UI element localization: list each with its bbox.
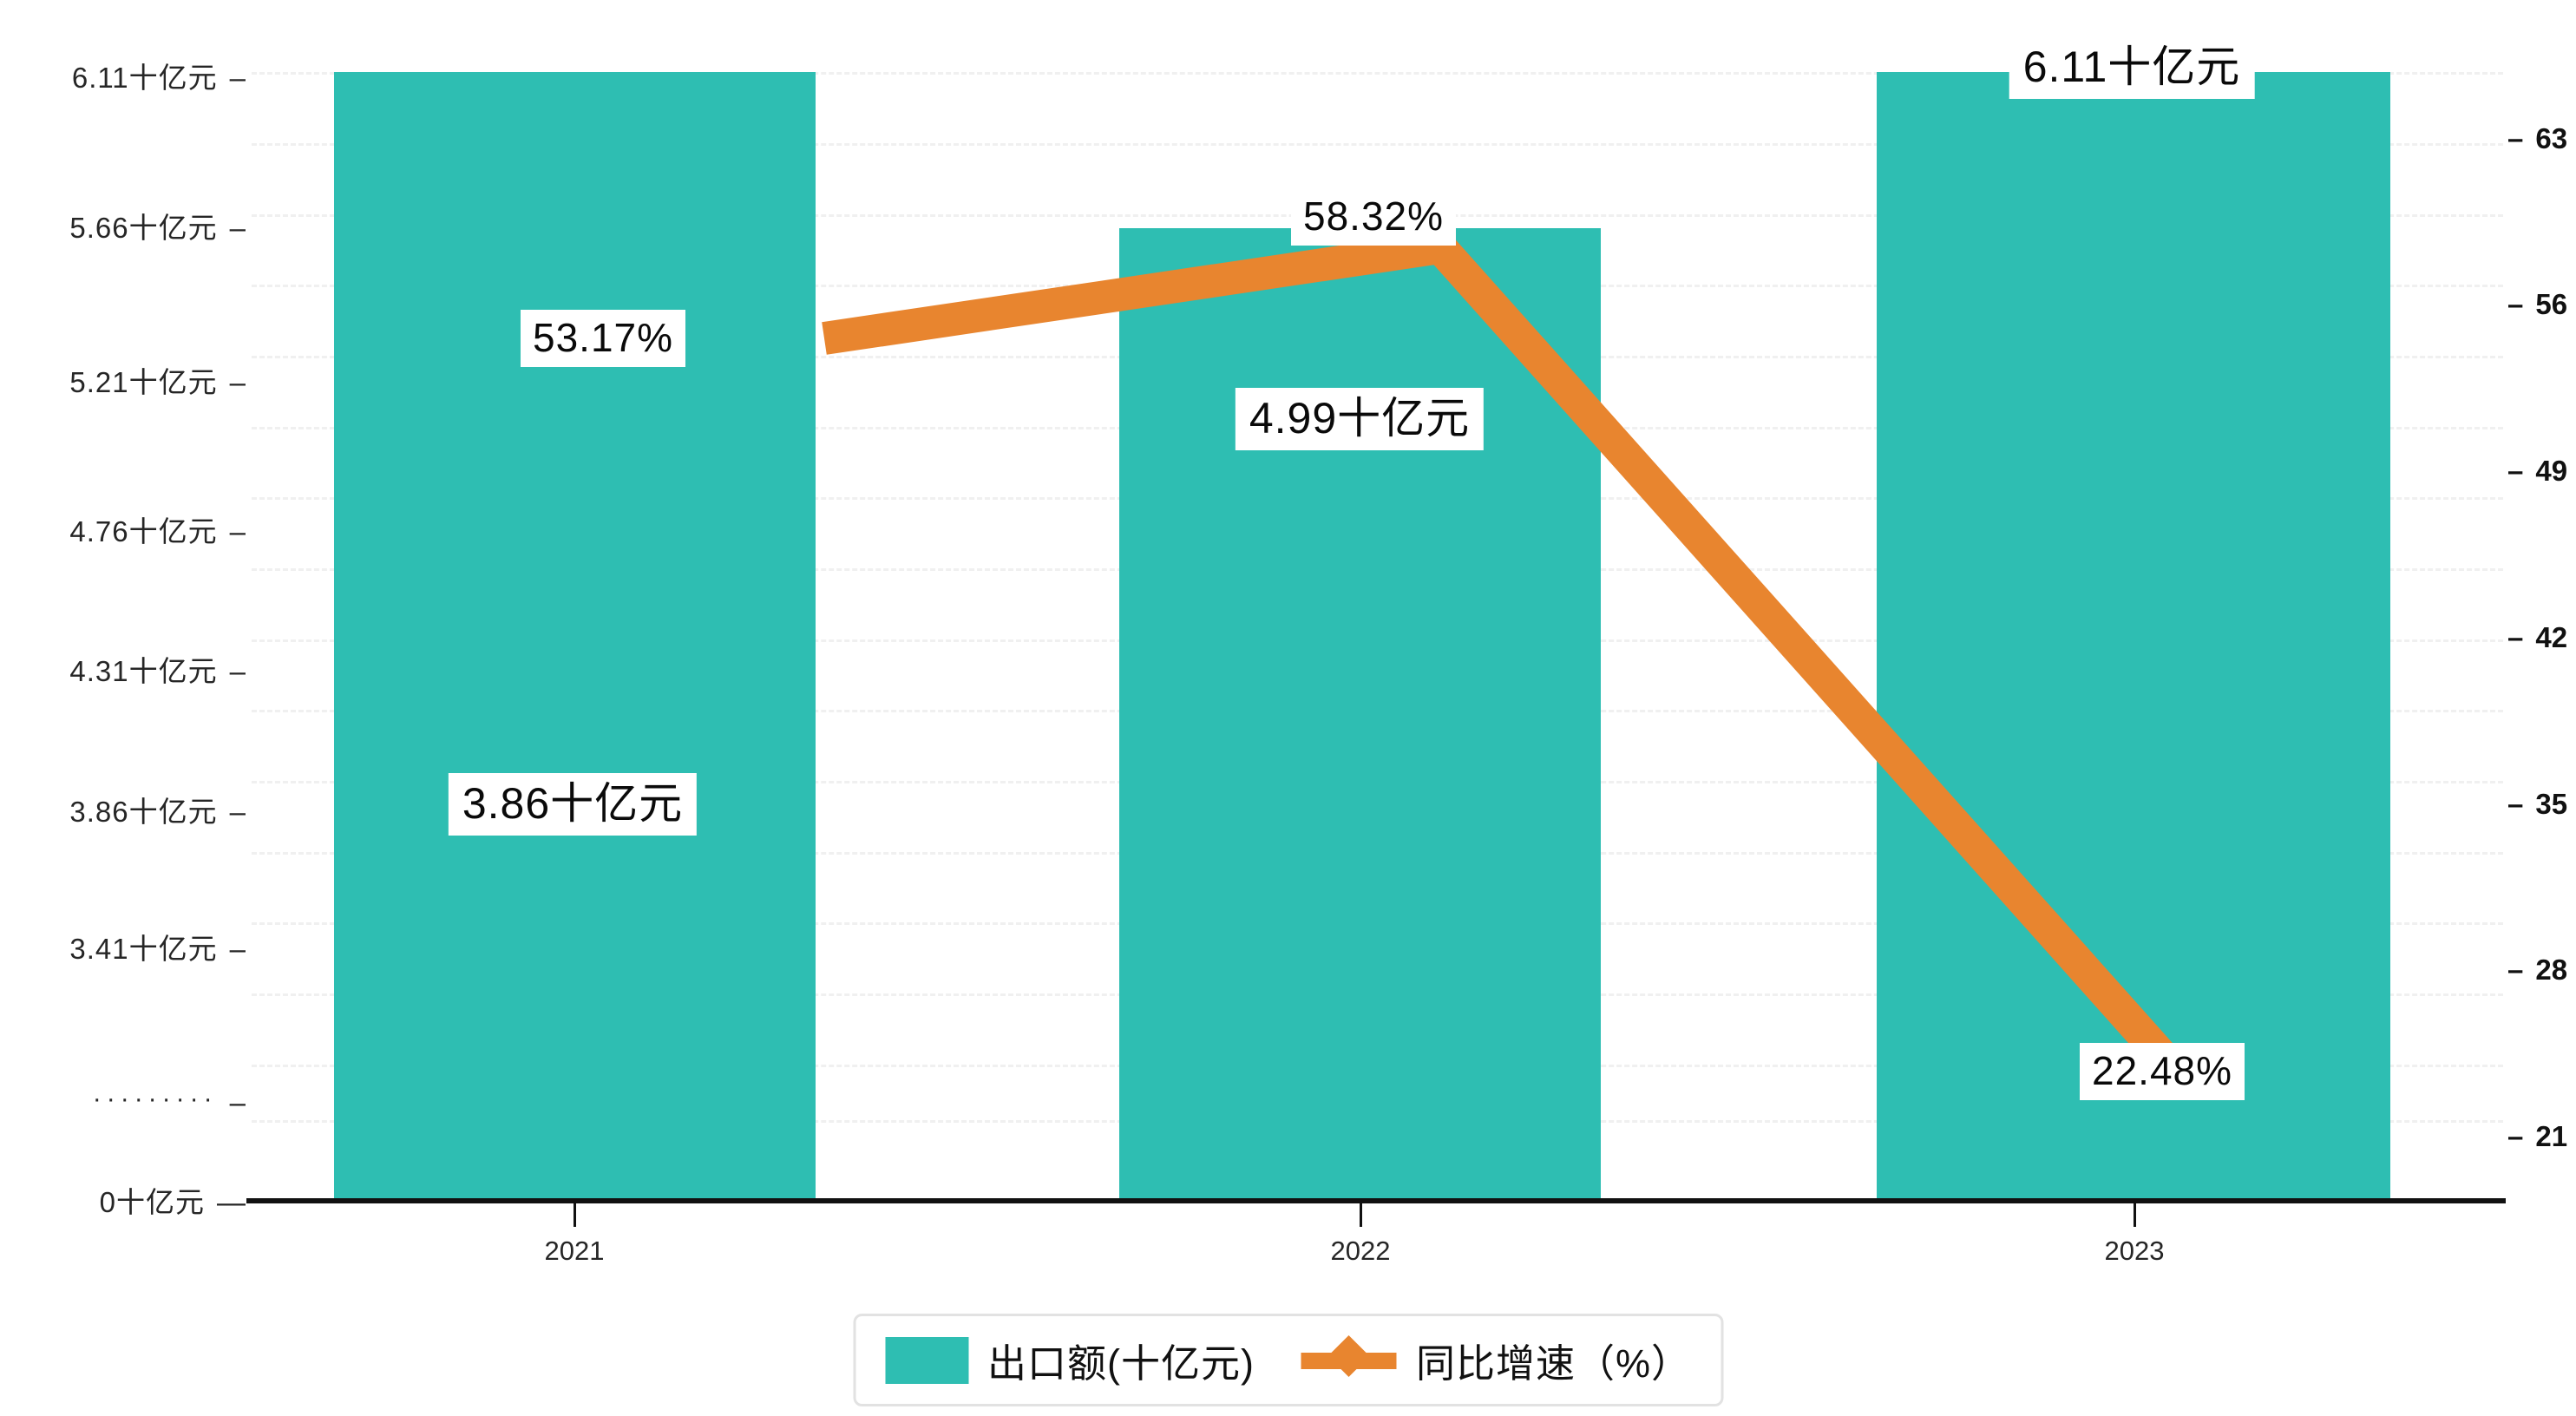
x-axis-tick-mark-2022 (1360, 1203, 1362, 1227)
x-axis-label-2023: 2023 (2104, 1236, 2165, 1266)
legend-item-export-value[interactable]: 出口额(十亿元) (885, 1332, 1255, 1388)
growth-rate-label-2021: 53.17% (520, 310, 686, 367)
y-axis-right-tick-63: –63 (2507, 122, 2567, 155)
x-axis-line (246, 1198, 2506, 1203)
y-axis-right-tick-label: 42 (2535, 621, 2568, 653)
x-axis-tick-mark-2023 (2134, 1203, 2136, 1227)
tick-dash: – (229, 212, 246, 244)
tick-dash: – (229, 62, 246, 94)
y-axis-right-tick-42: –42 (2507, 621, 2567, 654)
tick-dash: – (2507, 954, 2524, 986)
tick-dash: – (2507, 621, 2524, 653)
line-diamond-marker-icon (1301, 1334, 1397, 1384)
y-axis-left-tick-5-21: 5.21十亿元 – (69, 359, 246, 401)
y-axis-left-tick-label: 5.21十亿元 (69, 366, 218, 398)
y-axis-right-tick-label: 21 (2535, 1120, 2568, 1152)
gridline (252, 143, 2503, 146)
growth-rate-label-2022: 58.32% (1290, 188, 1457, 246)
tick-dash: – (2507, 122, 2524, 154)
y-axis-right-tick-49: –49 (2507, 455, 2567, 488)
tick-dash: – (229, 655, 246, 687)
y-axis-left-tick-label: 3.86十亿元 (69, 796, 218, 828)
y-axis-left-tick-dots: ········· – (92, 1085, 246, 1119)
tick-dash: – (229, 366, 246, 398)
x-axis-tick-mark-2021 (574, 1203, 576, 1227)
y-axis-left-tick-label: 0十亿元 (99, 1186, 205, 1218)
growth-rate-label-2023: 22.48% (2079, 1043, 2245, 1100)
bar-2022[interactable] (1119, 228, 1601, 1200)
tick-dash: – (2507, 788, 2524, 820)
y-axis-left-tick-label: ········· (92, 1085, 218, 1113)
y-axis-left-tick-4-31: 4.31十亿元 – (69, 648, 246, 690)
plot-area (252, 0, 2503, 1200)
tick-dash: — (217, 1186, 246, 1218)
tick-dash: – (229, 515, 246, 547)
y-axis-left-tick-6-11: 6.11十亿元 – (72, 55, 246, 96)
legend-label-growth-rate: 同比增速（%） (1415, 1341, 1691, 1386)
bar-2021[interactable] (334, 72, 816, 1200)
x-axis-label-2021: 2021 (544, 1236, 605, 1266)
y-axis-right-tick-label: 28 (2535, 954, 2568, 986)
y-axis-left-tick-4-76: 4.76十亿元 – (69, 508, 246, 550)
y-axis-right-tick-21: –21 (2507, 1120, 2567, 1153)
chart-legend: 出口额(十亿元) 同比增速（%） (853, 1314, 1723, 1406)
y-axis-right-tick-label: 56 (2535, 288, 2568, 320)
tick-dash: – (229, 1086, 246, 1118)
bar-value-label-2022: 4.99十亿元 (1235, 388, 1485, 450)
y-axis-right-tick-label: 63 (2535, 122, 2568, 154)
gridline (252, 72, 2503, 75)
y-axis-right-tick-56: –56 (2507, 288, 2567, 321)
bar-value-label-2023: 6.11十亿元 (2009, 36, 2255, 99)
y-axis-left-tick-3-86: 3.86十亿元 – (69, 789, 246, 830)
y-axis-left-tick-0: 0十亿元 — (100, 1179, 246, 1221)
y-axis-left-tick-label: 6.11十亿元 (71, 62, 218, 94)
bar-2023[interactable] (1877, 72, 2390, 1200)
tick-dash: – (2507, 1120, 2524, 1152)
legend-item-growth-rate[interactable]: 同比增速（%） (1301, 1332, 1691, 1388)
tick-dash: – (229, 933, 246, 965)
y-axis-left-tick-label: 4.31十亿元 (69, 655, 218, 687)
tick-dash: – (229, 796, 246, 828)
tick-dash: – (2507, 288, 2524, 320)
y-axis-left-tick-label: 3.41十亿元 (69, 933, 218, 965)
y-axis-right-tick-label: 35 (2535, 788, 2568, 820)
tick-dash: – (2507, 455, 2524, 487)
y-axis-right-tick-label: 49 (2535, 455, 2568, 487)
y-axis-right-tick-28: –28 (2507, 954, 2567, 987)
bar-swatch-icon (885, 1336, 968, 1384)
bar-value-label-2021: 3.86十亿元 (448, 773, 698, 836)
x-axis-label-2022: 2022 (1330, 1236, 1391, 1266)
y-axis-left-tick-3-41: 3.41十亿元 – (69, 926, 246, 967)
y-axis-left-tick-label: 4.76十亿元 (69, 515, 218, 547)
y-axis-left-tick-5-66: 5.66十亿元 – (69, 205, 246, 246)
y-axis-right-tick-35: –35 (2507, 788, 2567, 821)
legend-label-export-value: 出口额(十亿元) (987, 1341, 1255, 1386)
y-axis-left-tick-label: 5.66十亿元 (69, 212, 218, 244)
